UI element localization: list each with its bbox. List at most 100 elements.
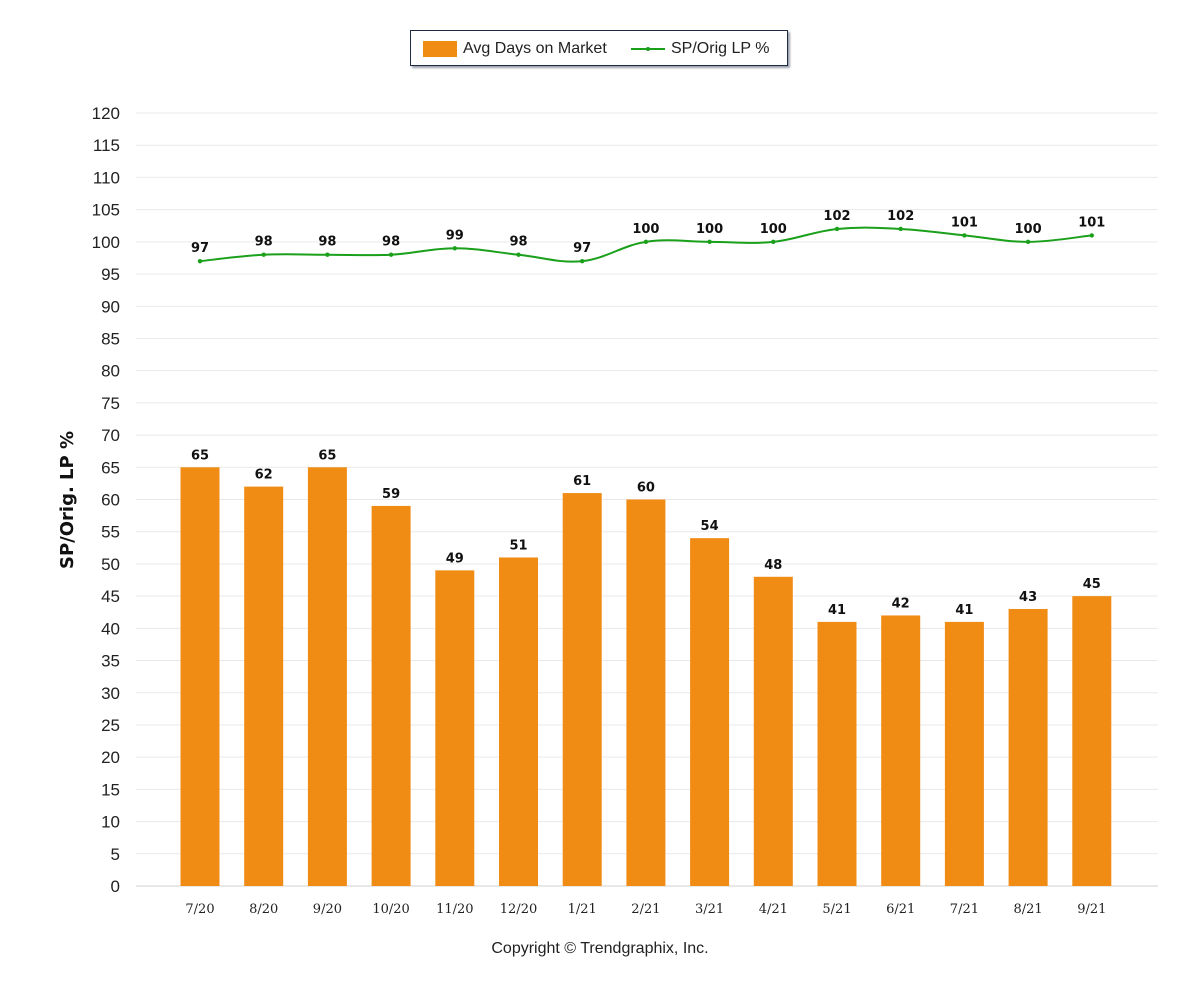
line-data-label: 101	[951, 215, 978, 230]
line-data-labels: 97 98 98 98 99 98 97 100 100 100 102 102 101 100 101	[191, 209, 1105, 256]
legend-item-avg-days[interactable]: Avg Days on Market	[423, 31, 607, 67]
bar	[690, 538, 730, 886]
line-point	[834, 226, 840, 232]
y-tick-label: 80	[101, 362, 120, 381]
y-tick-label: 35	[101, 652, 120, 671]
line-data-label: 100	[696, 222, 723, 237]
bar-data-label: 51	[509, 538, 527, 553]
line-data-label: 97	[573, 241, 591, 256]
y-tick-label: 105	[92, 201, 120, 220]
bar	[817, 621, 857, 886]
legend-swatch-line	[631, 41, 665, 57]
line-point	[1025, 239, 1031, 245]
bar-data-label: 61	[573, 474, 591, 489]
y-tick-label: 115	[93, 136, 120, 155]
bar	[244, 486, 284, 886]
line-data-label: 102	[887, 209, 914, 224]
y-tick-label: 30	[101, 684, 120, 703]
line-point	[388, 252, 394, 257]
x-tick-label: 11/20	[436, 902, 473, 917]
bar-data-label: 48	[764, 558, 782, 573]
line-point	[898, 226, 903, 232]
line-data-label: 100	[1015, 222, 1042, 237]
bar-data-label: 54	[701, 519, 719, 534]
line-point	[580, 258, 585, 264]
line-point	[643, 239, 649, 245]
line-data-label: 102	[823, 209, 850, 224]
y-tick-label: 40	[101, 619, 120, 638]
line-point	[962, 233, 967, 238]
line-series	[197, 226, 1095, 264]
line-point	[707, 239, 712, 245]
y-tick-label: 5	[111, 845, 120, 864]
bar-data-label: 41	[955, 603, 973, 618]
y-tick-label: 25	[101, 716, 120, 735]
line-point	[516, 252, 521, 257]
y-tick-label: 55	[101, 523, 120, 542]
y-tick-label: 15	[101, 780, 120, 799]
bar	[435, 570, 475, 886]
line-data-label: 98	[318, 235, 336, 250]
x-tick-label: 8/20	[249, 902, 278, 917]
line-point	[452, 246, 457, 251]
x-axis-ticks: 7/20 8/20 9/20 10/20 11/20 12/20 1/21 2/21 3/21 4…	[185, 902, 1106, 917]
bar	[1072, 596, 1112, 886]
y-tick-label: 70	[101, 426, 120, 445]
line-data-label: 98	[509, 235, 527, 250]
line-point	[1089, 233, 1095, 238]
bar	[499, 557, 538, 886]
line-data-label: 100	[632, 222, 659, 237]
line-data-label: 98	[382, 235, 400, 250]
line-data-label: 101	[1078, 215, 1105, 230]
x-tick-label: 6/21	[886, 902, 915, 917]
line-point	[771, 239, 776, 245]
bar	[371, 505, 411, 886]
x-tick-label: 9/21	[1077, 902, 1106, 917]
x-tick-label: 5/21	[822, 902, 851, 917]
x-tick-label: 10/20	[372, 902, 409, 917]
y-tick-label: 50	[101, 555, 120, 574]
y-tick-label: 20	[101, 748, 120, 767]
bar-data-label: 43	[1019, 590, 1037, 605]
line-data-label: 99	[446, 228, 464, 243]
bar-data-label: 42	[892, 596, 910, 611]
bar	[944, 621, 984, 886]
legend-item-sp-orig-lp[interactable]: SP/Orig LP %	[631, 31, 769, 67]
line-point	[197, 258, 203, 264]
bar	[562, 493, 602, 886]
line-data-label: 97	[191, 241, 209, 256]
y-tick-label: 90	[101, 297, 120, 316]
legend-label-avg-days: Avg Days on Market	[463, 40, 607, 57]
legend-label-sp-orig-lp: SP/Orig LP %	[671, 40, 770, 57]
bar	[753, 576, 793, 886]
y-tick-label: 85	[101, 329, 120, 348]
bar-data-label: 41	[828, 603, 846, 618]
bar	[881, 615, 921, 886]
bar-data-label: 60	[637, 481, 655, 496]
y-tick-label: 10	[101, 813, 120, 832]
bar	[626, 499, 666, 886]
x-tick-label: 8/21	[1013, 902, 1042, 917]
x-tick-label: 12/20	[500, 902, 537, 917]
line-point	[261, 252, 266, 257]
bar-data-label: 59	[382, 487, 400, 502]
x-tick-label: 9/20	[313, 902, 342, 917]
y-tick-label: 60	[101, 491, 120, 510]
line-data-label: 98	[255, 235, 273, 250]
x-tick-label: 1/21	[568, 902, 597, 917]
y-tick-label: 0	[111, 877, 120, 896]
bar	[307, 467, 347, 886]
bar-data-label: 65	[318, 448, 336, 463]
y-tick-label: 100	[92, 233, 120, 252]
line-point	[325, 252, 330, 257]
x-tick-label: 3/21	[695, 902, 724, 917]
bar-data-labels: 65 62 65 59 49 51 61 60 54 48 41 42 41 43 45	[191, 448, 1101, 618]
y-tick-label: 120	[92, 104, 120, 123]
bar-data-label: 49	[446, 551, 464, 566]
y-axis-label: SP/Orig. LP %	[57, 431, 78, 569]
bar-series	[180, 467, 1112, 886]
x-tick-label: 7/20	[185, 902, 214, 917]
y-tick-label: 45	[101, 587, 120, 606]
bar-data-label: 45	[1083, 577, 1101, 592]
x-tick-label: 4/21	[759, 902, 788, 917]
